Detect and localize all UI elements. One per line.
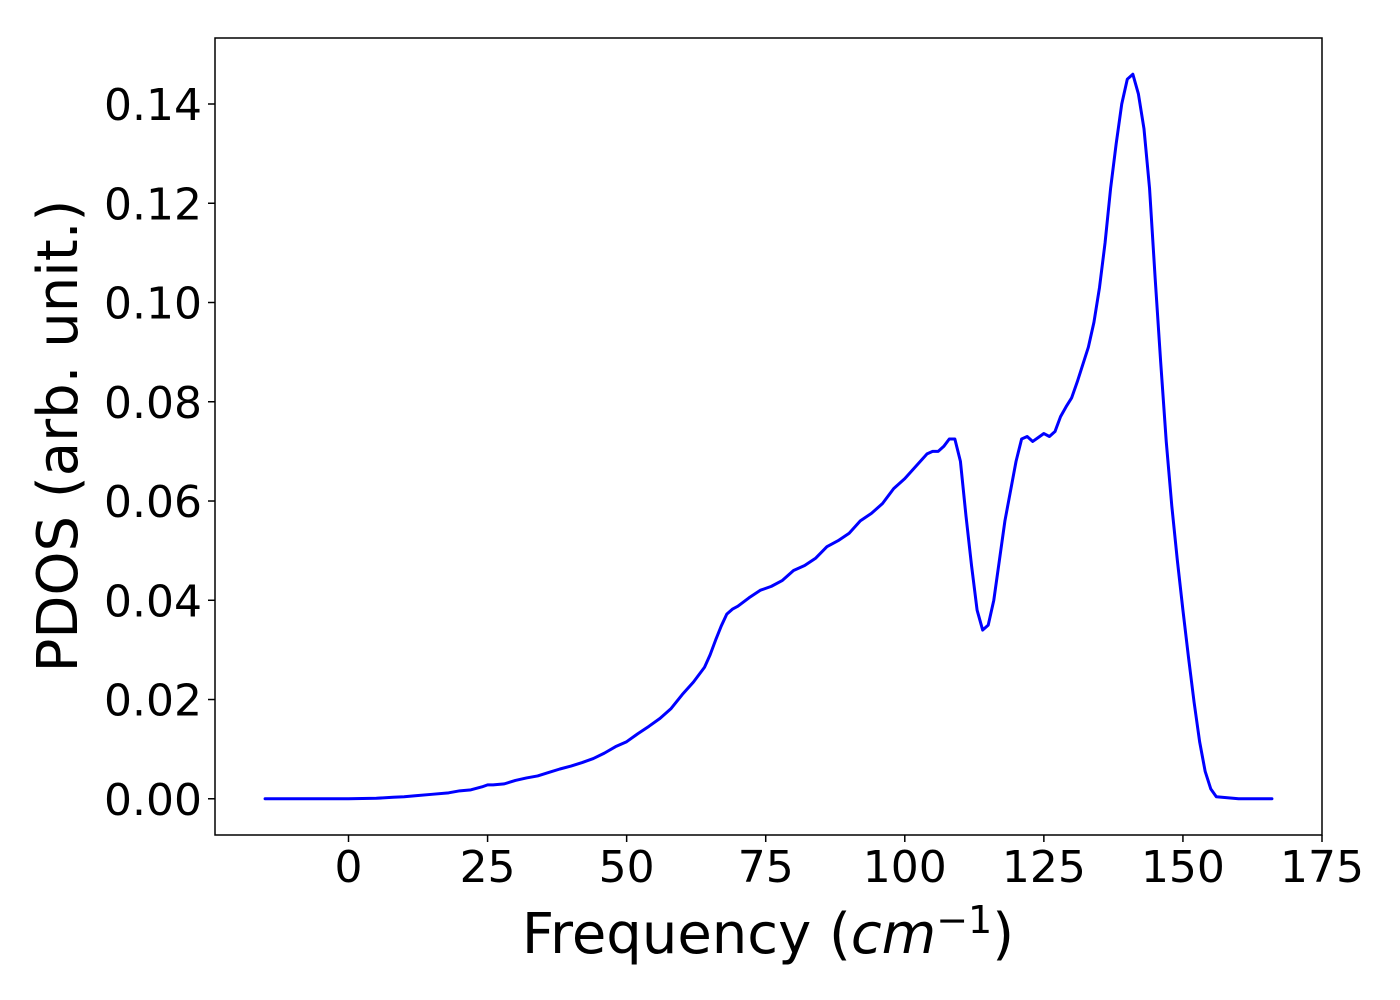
x-tick-label-125: 125 [1002,842,1086,893]
y-tick-label-0.12: 0.12 [104,179,202,230]
x-axis: 0 25 50 75 100 125 150 175 [335,835,1364,893]
plot-frame [214,37,1323,836]
y-tick-label-0.10: 0.10 [104,279,202,330]
y-tick-label-0.02: 0.02 [104,676,202,727]
x-tick-label-50: 50 [599,842,655,893]
y-tick-label-0.14: 0.14 [104,80,202,131]
x-tick-label-100: 100 [863,842,947,893]
x-tick-label-25: 25 [460,842,516,893]
y-tick-label-0.06: 0.06 [104,477,202,528]
y-tick-label-0.08: 0.08 [104,378,202,429]
y-axis-title: PDOS (arb. unit.) [26,200,91,673]
y-axis: 0.00 0.02 0.04 0.06 0.08 0.10 0.12 0.14 [104,80,215,826]
y-tick-label-0.04: 0.04 [104,576,202,627]
series-line-0 [263,72,1274,801]
x-tick-label-175: 175 [1280,842,1364,893]
plot-area [263,72,1274,801]
x-axis-title: Frequency (cm−1) [522,898,1014,967]
x-tick-label-75: 75 [738,842,794,893]
y-tick-label-0.00: 0.00 [104,775,202,826]
x-tick-label-150: 150 [1141,842,1225,893]
x-tick-label-0: 0 [335,842,363,893]
